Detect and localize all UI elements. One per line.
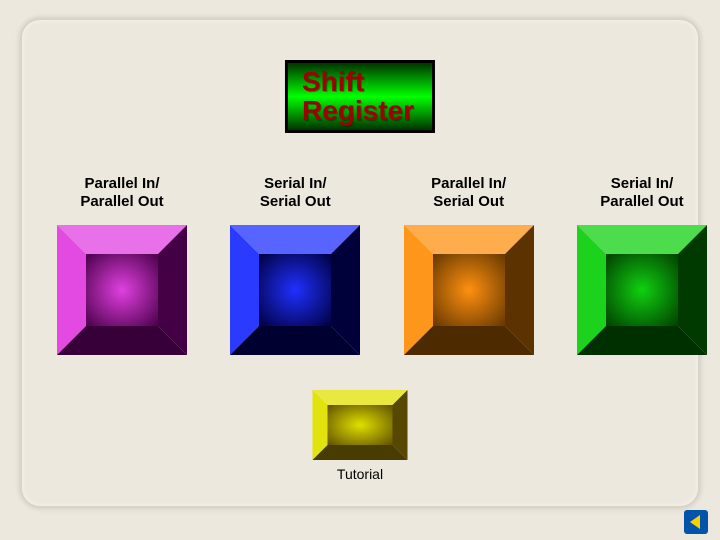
tutorial-label: Tutorial <box>313 466 408 482</box>
column-serial-in-parallel-out: Serial In/ Parallel Out <box>562 175 720 355</box>
back-icon[interactable] <box>684 510 708 534</box>
tutorial-button[interactable] <box>313 390 408 460</box>
serial-in-parallel-out-button[interactable] <box>577 225 707 355</box>
title-line2: Register <box>302 96 414 125</box>
parallel-in-parallel-out-button[interactable] <box>57 225 187 355</box>
column-label: Serial In/ Parallel Out <box>562 175 720 211</box>
column-parallel-in-parallel-out: Parallel In/ Parallel Out <box>42 175 202 355</box>
tutorial-section: Tutorial <box>313 390 408 482</box>
column-label: Parallel In/ Serial Out <box>389 175 549 211</box>
title-line1: Shift <box>302 67 414 96</box>
parallel-in-serial-out-button[interactable] <box>404 225 534 355</box>
columns: Parallel In/ Parallel Out Serial In/ Seri… <box>42 175 720 355</box>
main-panel: Shift Register Parallel In/ Parallel Out… <box>20 18 700 508</box>
column-label: Serial In/ Serial Out <box>215 175 375 211</box>
column-parallel-in-serial-out: Parallel In/ Serial Out <box>389 175 549 355</box>
column-serial-in-serial-out: Serial In/ Serial Out <box>215 175 375 355</box>
serial-in-serial-out-button[interactable] <box>230 225 360 355</box>
column-label: Parallel In/ Parallel Out <box>42 175 202 211</box>
title-box: Shift Register <box>285 60 435 133</box>
